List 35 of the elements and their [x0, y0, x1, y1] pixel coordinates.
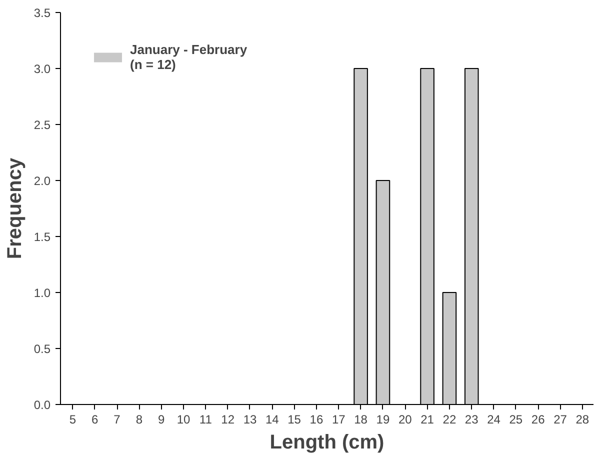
- x-tick-label: 12: [221, 412, 235, 426]
- y-tick-label: 0.0: [34, 398, 51, 412]
- y-tick-label: 1.0: [34, 286, 51, 300]
- x-tick-label: 24: [487, 412, 501, 426]
- x-tick-label: 21: [420, 412, 434, 426]
- y-tick-label: 2.5: [34, 118, 51, 132]
- x-tick-label: 19: [376, 412, 390, 426]
- x-tick-label: 16: [310, 412, 324, 426]
- x-tick-label: 10: [176, 412, 190, 426]
- y-tick-label: 3.0: [34, 62, 51, 76]
- x-tick-label: 9: [158, 412, 165, 426]
- y-tick-label: 0.5: [34, 342, 51, 356]
- x-axis-title: Length (cm): [270, 432, 384, 454]
- y-axis-title: Frequency: [4, 157, 26, 260]
- x-tick-label: 27: [554, 412, 568, 426]
- x-tick-label: 5: [69, 412, 76, 426]
- y-tick-label: 2.0: [34, 174, 51, 188]
- x-tick-label: 7: [114, 412, 121, 426]
- x-tick-label: 14: [265, 412, 280, 426]
- y-tick-label: 1.5: [34, 230, 51, 244]
- x-tick-label: 25: [509, 412, 523, 426]
- x-tick-label: 6: [92, 412, 99, 426]
- x-tick-label: 17: [332, 412, 346, 426]
- y-tick-label: 3.5: [34, 6, 51, 20]
- legend-label: January - February (n = 12): [130, 42, 248, 72]
- x-tick-label: 26: [531, 412, 546, 426]
- x-tick-label: 8: [136, 412, 143, 426]
- x-tick-label: 28: [576, 412, 590, 426]
- x-tick-label: 23: [464, 412, 479, 426]
- x-tick-label: 22: [442, 412, 456, 426]
- x-tick-label: 13: [243, 412, 257, 426]
- x-tick-label: 11: [199, 412, 212, 426]
- x-tick-label: 18: [354, 412, 368, 426]
- x-tick-label: 15: [288, 412, 302, 426]
- x-tick-label: 20: [398, 412, 412, 426]
